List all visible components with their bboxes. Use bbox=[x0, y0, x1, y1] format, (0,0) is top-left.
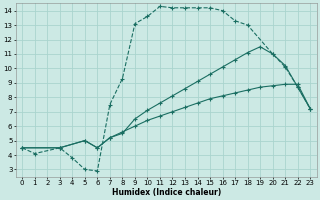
X-axis label: Humidex (Indice chaleur): Humidex (Indice chaleur) bbox=[112, 188, 221, 197]
